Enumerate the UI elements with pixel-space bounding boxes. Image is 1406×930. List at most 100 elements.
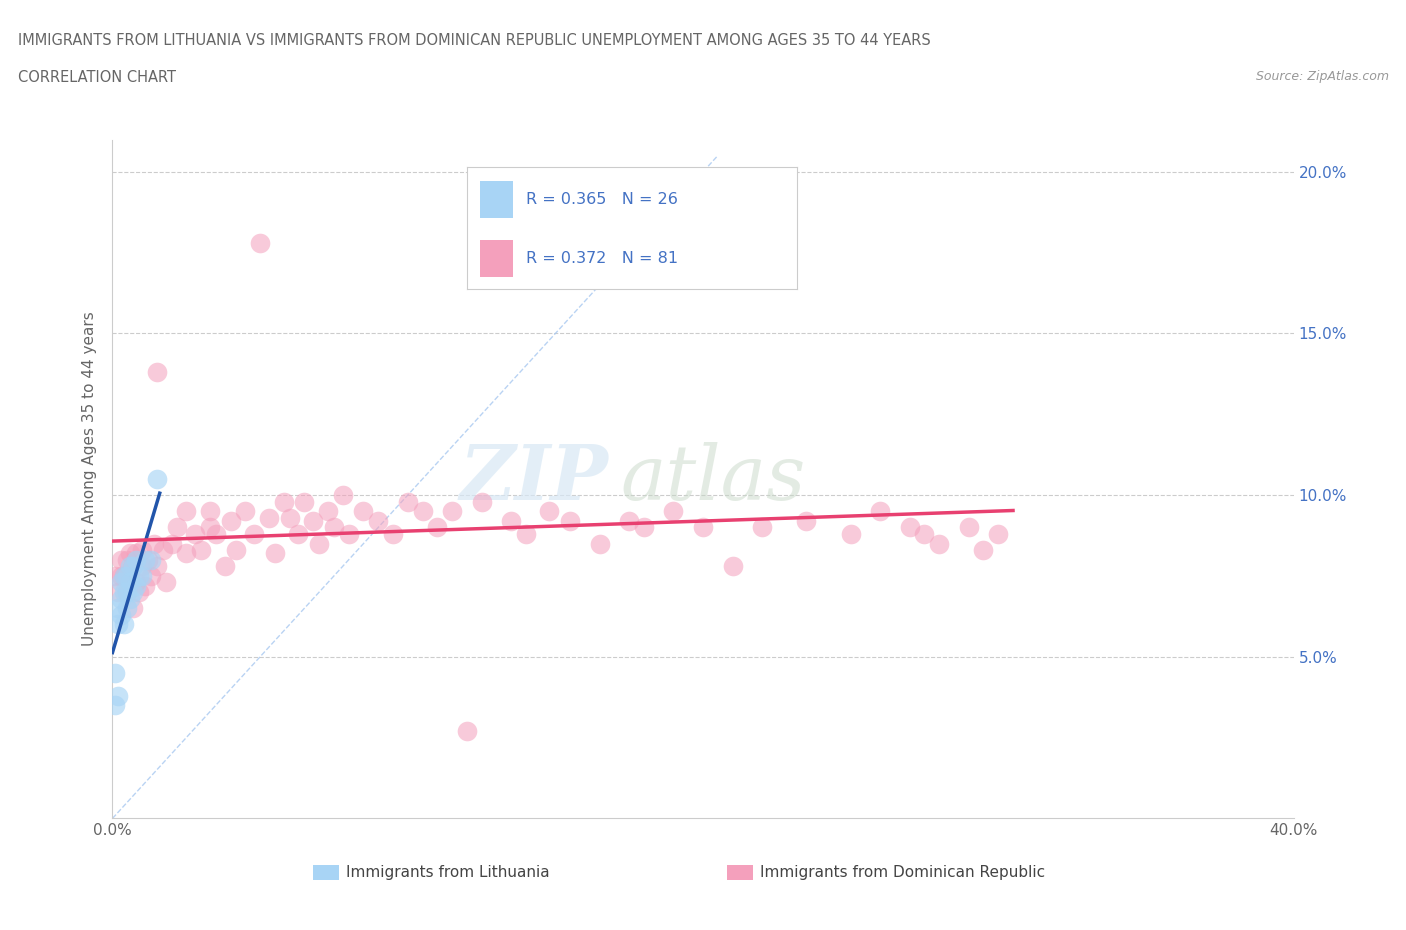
Point — [112, 568, 135, 583]
Point — [117, 601, 138, 616]
Point — [225, 542, 247, 557]
Point — [125, 575, 148, 590]
Point — [128, 585, 150, 600]
Point — [112, 585, 135, 600]
Point — [131, 559, 153, 574]
Point — [110, 591, 132, 606]
Text: CORRELATION CHART: CORRELATION CHART — [18, 70, 176, 85]
Point — [721, 559, 744, 574]
Point — [107, 601, 129, 616]
Point — [839, 526, 862, 541]
Point — [426, 520, 449, 535]
Point — [352, 504, 374, 519]
Point — [166, 520, 188, 535]
Point — [120, 568, 142, 583]
Point — [692, 520, 714, 535]
Point — [515, 526, 537, 541]
Point — [190, 542, 212, 557]
Point — [323, 520, 346, 535]
Point — [134, 552, 156, 567]
Point — [117, 585, 138, 600]
Point — [273, 494, 295, 509]
Point — [987, 526, 1010, 541]
Point — [160, 537, 183, 551]
Point — [898, 520, 921, 535]
Point — [367, 513, 389, 528]
Point — [146, 559, 169, 574]
Point — [122, 559, 145, 574]
Point — [155, 575, 177, 590]
Point — [110, 607, 132, 622]
Point — [139, 568, 162, 583]
Point — [152, 542, 174, 557]
Point — [122, 601, 145, 616]
Point — [219, 513, 242, 528]
Point — [110, 568, 132, 583]
Point — [174, 546, 197, 561]
Point — [205, 526, 228, 541]
Point — [264, 546, 287, 561]
Point — [122, 559, 145, 574]
Point — [470, 494, 494, 509]
Point — [122, 585, 145, 600]
Point — [107, 617, 129, 631]
Point — [243, 526, 266, 541]
Point — [914, 526, 936, 541]
Point — [146, 365, 169, 379]
Point — [308, 537, 330, 551]
Point — [957, 520, 980, 535]
Point — [292, 494, 315, 509]
Text: ZIP: ZIP — [460, 442, 609, 516]
Point — [928, 537, 950, 551]
Point — [131, 568, 153, 583]
Point — [120, 591, 142, 606]
Point — [538, 504, 561, 519]
Point — [456, 724, 478, 738]
Point — [117, 552, 138, 567]
Text: atlas: atlas — [620, 442, 806, 516]
Text: IMMIGRANTS FROM LITHUANIA VS IMMIGRANTS FROM DOMINICAN REPUBLIC UNEMPLOYMENT AMO: IMMIGRANTS FROM LITHUANIA VS IMMIGRANTS … — [18, 33, 931, 47]
Point — [125, 552, 148, 567]
Point — [110, 575, 132, 590]
Point — [112, 617, 135, 631]
Point — [396, 494, 419, 509]
Text: Immigrants from Lithuania: Immigrants from Lithuania — [346, 865, 550, 880]
Point — [107, 585, 129, 600]
Point — [136, 552, 159, 567]
Point — [104, 698, 127, 712]
Point — [198, 520, 221, 535]
Bar — [314, 865, 339, 880]
Point — [117, 585, 138, 600]
Point — [588, 537, 610, 551]
Point — [146, 472, 169, 486]
Point — [142, 537, 165, 551]
Point — [302, 513, 325, 528]
Point — [134, 578, 156, 593]
Point — [184, 526, 207, 541]
Point — [751, 520, 773, 535]
Point — [112, 568, 135, 583]
Point — [104, 666, 127, 681]
Point — [249, 235, 271, 250]
Point — [332, 487, 354, 502]
Point — [131, 542, 153, 557]
Text: Immigrants from Dominican Republic: Immigrants from Dominican Republic — [759, 865, 1045, 880]
Point — [125, 546, 148, 561]
Point — [110, 552, 132, 567]
Point — [973, 542, 995, 557]
Point — [485, 187, 508, 202]
Y-axis label: Unemployment Among Ages 35 to 44 years: Unemployment Among Ages 35 to 44 years — [82, 312, 97, 646]
Point — [117, 568, 138, 583]
Point — [120, 575, 142, 590]
Text: Source: ZipAtlas.com: Source: ZipAtlas.com — [1256, 70, 1389, 83]
Point — [107, 688, 129, 703]
Point — [501, 513, 523, 528]
Point — [257, 511, 280, 525]
Point — [278, 511, 301, 525]
Point — [174, 504, 197, 519]
Bar — [727, 865, 752, 880]
Point — [139, 552, 162, 567]
Point — [125, 578, 148, 593]
Point — [233, 504, 256, 519]
Point — [411, 504, 433, 519]
